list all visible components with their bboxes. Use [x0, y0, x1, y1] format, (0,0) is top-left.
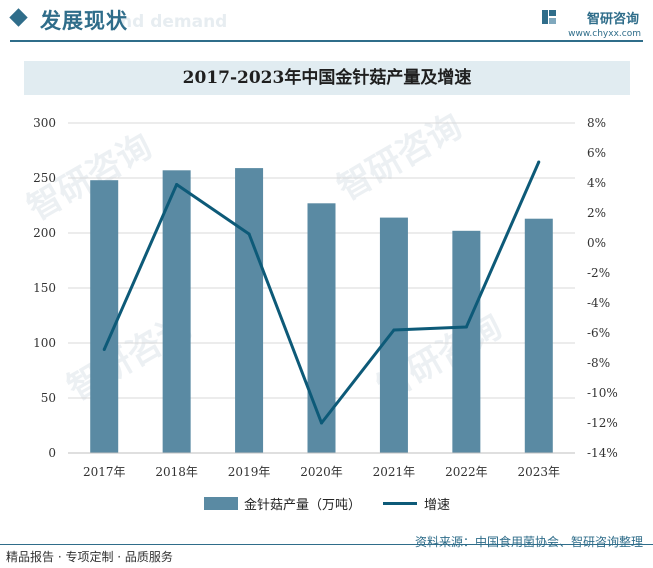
y-right-tick-label: -10%: [587, 386, 618, 400]
chart-title-band: 2017-2023年中国金针菇产量及增速: [24, 61, 630, 95]
growth-point: [464, 325, 468, 329]
x-tick-label: 2022年: [445, 465, 488, 479]
page-header: nd demand 发展现状: [0, 0, 653, 42]
growth-point: [102, 348, 106, 351]
bar: [452, 230, 481, 453]
growth-point: [247, 232, 251, 236]
legend-bar-label: 金针菇产量（万吨）: [244, 497, 361, 513]
y-left-tick-label: 200: [33, 226, 56, 240]
legend-bar-swatch: [204, 497, 238, 510]
y-right-tick-label: -2%: [587, 266, 610, 280]
growth-point: [175, 183, 179, 186]
legend-line-label: 增速: [424, 498, 450, 513]
x-tick-label: 2023年: [518, 465, 561, 479]
brand-name: 智研咨询: [586, 12, 639, 27]
x-tick-label: 2021年: [373, 465, 416, 479]
y-left-tick-label: 0: [48, 446, 56, 460]
y-right-tick-label: -12%: [587, 416, 618, 430]
brand-url: www.chyxx.com: [568, 29, 641, 39]
bar: [379, 217, 408, 453]
growth-point: [537, 160, 541, 164]
y-right-tick-label: 6%: [587, 146, 606, 160]
footer-divider: [0, 544, 653, 545]
y-right-tick-label: -4%: [587, 296, 610, 310]
y-right-tick-label: 8%: [587, 116, 606, 130]
y-right-tick-label: 2%: [587, 206, 606, 220]
y-right-tick-label: 4%: [587, 176, 606, 190]
footer-tagline: 精品报告 · 专项定制 · 品质服务: [6, 550, 173, 564]
y-left-tick-label: 250: [33, 171, 56, 185]
x-tick-label: 2017年: [83, 465, 126, 479]
bar: [307, 203, 336, 453]
y-right-tick-label: -14%: [587, 446, 618, 460]
chart-title: 2017-2023年中国金针菇产量及增速: [182, 68, 472, 88]
x-tick-label: 2020年: [300, 465, 343, 479]
y-right-tick-label: 0%: [587, 236, 606, 250]
x-tick-label: 2018年: [155, 465, 198, 479]
bar: [90, 180, 119, 453]
header-divider: [10, 40, 643, 42]
growth-point: [320, 421, 323, 425]
y-left-tick-label: 150: [33, 281, 56, 295]
section-title: 发展现状: [40, 9, 128, 33]
source-note: 资料来源：中国食用菌协会、智研咨询整理: [414, 535, 643, 549]
y-right-tick-label: -8%: [587, 356, 610, 370]
bar: [524, 218, 553, 453]
y-left-tick-label: 100: [33, 336, 56, 350]
x-tick-label: 2019年: [228, 465, 271, 479]
brand-block: 智研咨询 www.chyxx.com: [542, 8, 641, 39]
brand-logo-icon: [542, 10, 556, 24]
y-left-tick-label: 300: [33, 116, 56, 130]
growth-point: [392, 328, 396, 332]
bar: [235, 168, 264, 453]
bar: [162, 170, 191, 454]
y-left-tick-label: 50: [41, 391, 56, 405]
y-right-tick-label: -6%: [587, 326, 610, 340]
